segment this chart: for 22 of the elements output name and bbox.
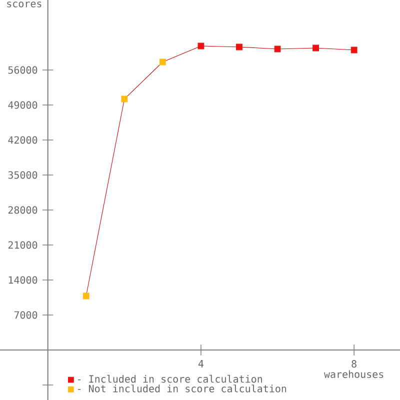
point: [236, 44, 242, 50]
y-tick-label: 28000: [8, 206, 38, 214]
point: [198, 42, 204, 50]
y-axis-title: scores: [7, 2, 42, 8]
point: [82, 292, 90, 300]
y-tick-label: 42000: [8, 136, 38, 144]
y-tick-label: 35000: [8, 171, 38, 179]
legend-label: - Not included in score calculation: [78, 384, 286, 392]
point: [121, 96, 128, 102]
y-tick-label: 49000: [8, 101, 38, 109]
point: [159, 58, 166, 66]
point: [350, 46, 358, 54]
point: [274, 46, 281, 52]
x-tick-label: 8: [352, 360, 356, 368]
point: [312, 44, 319, 52]
x-tick-label: 4: [198, 360, 204, 368]
y-tick-label: 21000: [8, 241, 38, 249]
y-tick-label: 7000: [14, 311, 38, 319]
x-axis-title: warehouses: [324, 370, 384, 378]
legend-label: - Included in score calculation: [78, 374, 262, 383]
y-tick-label: 56000: [8, 66, 38, 74]
y-tick-label: 14000: [8, 276, 38, 284]
